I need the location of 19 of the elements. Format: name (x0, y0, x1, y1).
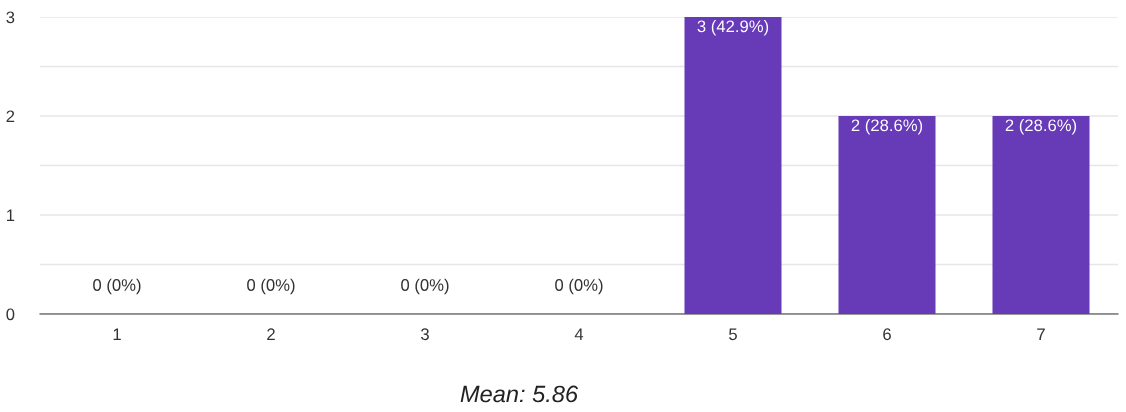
x-tick-label: 2 (267, 328, 275, 340)
data-label: 2 (28.6%) (851, 118, 923, 135)
data-label: 2 (28.6%) (1005, 118, 1077, 135)
text: Mean: 5.86 (460, 385, 579, 403)
x-tick-label: 4 (574, 328, 584, 340)
x-tick-label: 1 (113, 328, 121, 340)
x-tick-label: 6 (883, 328, 891, 341)
y-tick-label: 1 (7, 209, 15, 222)
data-label: 3 (42.9%) (697, 19, 769, 36)
x-tick-label: 3 (421, 328, 429, 341)
data-label: 0 (0%) (555, 278, 603, 295)
data-label: 0 (0%) (93, 278, 141, 295)
data-label: 0 (0%) (247, 278, 295, 295)
x-tick-label: 7 (1037, 328, 1045, 340)
y-tick-label: 0 (6, 308, 15, 321)
x-tick-label: 5 (729, 328, 737, 341)
data-label: 0 (0%) (401, 278, 449, 295)
y-tick-label: 2 (6, 110, 15, 123)
y-tick-label: 3 (6, 11, 15, 24)
